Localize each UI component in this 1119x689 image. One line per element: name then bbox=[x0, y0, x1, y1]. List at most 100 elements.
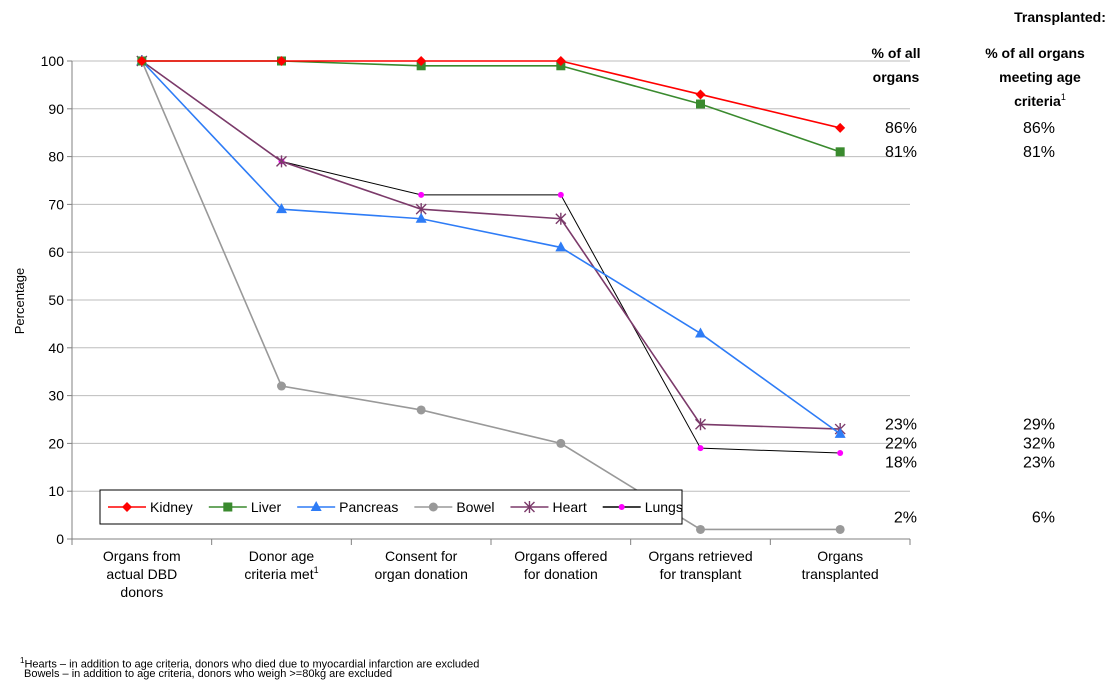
annotation-all: 18% bbox=[885, 455, 917, 472]
x-tick-label: Organs retrieved for transplant bbox=[648, 548, 752, 582]
annotation-header: Transplanted: bbox=[1014, 9, 1106, 25]
x-tick-label-line: Consent for bbox=[385, 548, 458, 564]
data-point bbox=[223, 502, 233, 512]
x-tick-label-sup: 1 bbox=[314, 565, 319, 575]
legend-label: Pancreas bbox=[339, 499, 398, 515]
series-line bbox=[141, 60, 841, 153]
y-tick-label: 70 bbox=[48, 196, 64, 212]
series-line bbox=[141, 60, 841, 129]
x-tick-label-line: Organs from bbox=[103, 548, 181, 564]
y-tick-label: 80 bbox=[48, 149, 64, 165]
annotation-col2-header-line3: criteria1 bbox=[1014, 92, 1066, 109]
legend-label: Kidney bbox=[150, 499, 193, 515]
data-point bbox=[696, 524, 705, 534]
x-tick-label-line: transplanted bbox=[802, 566, 879, 582]
annotation-criteria: 32% bbox=[1023, 435, 1055, 452]
legend-label: Liver bbox=[251, 499, 282, 515]
y-tick-label: 90 bbox=[48, 101, 64, 117]
data-point bbox=[697, 445, 704, 452]
series-line bbox=[141, 60, 841, 454]
legend-item-lungs: Lungs bbox=[602, 499, 683, 515]
data-point bbox=[556, 438, 566, 448]
y-tick-label: 100 bbox=[41, 53, 65, 69]
annotation-col2-header-sup: 1 bbox=[1061, 92, 1066, 102]
annotation-col1-header-line1: % of all bbox=[871, 45, 920, 61]
data-point bbox=[835, 524, 845, 534]
series-heart bbox=[136, 55, 846, 436]
annotation-all: 23% bbox=[885, 416, 917, 433]
series-kidney bbox=[136, 56, 846, 133]
data-point bbox=[837, 449, 844, 456]
x-tick-label: Organs from actual DBD donors bbox=[103, 548, 181, 600]
series-lungs bbox=[138, 58, 844, 456]
y-tick-label: 60 bbox=[48, 244, 64, 260]
data-point bbox=[276, 155, 287, 168]
x-tick-label-line: Donor age bbox=[249, 548, 315, 564]
x-tick-label: Donor age criteria met1 bbox=[244, 548, 318, 582]
x-tick-label: Consent for organ donation bbox=[374, 548, 467, 582]
x-tick-label-line: criteria met bbox=[244, 566, 313, 582]
y-tick-label: 0 bbox=[56, 531, 64, 547]
annotation-criteria: 29% bbox=[1023, 416, 1055, 433]
x-tick-label-line: for donation bbox=[524, 566, 598, 582]
data-point bbox=[557, 191, 564, 198]
x-tick-label-line: organ donation bbox=[374, 566, 467, 582]
series-line bbox=[141, 60, 841, 531]
legend-item-liver: Liver bbox=[208, 499, 282, 515]
footnote-2: Bowels – in addition to age criteria, do… bbox=[24, 668, 392, 681]
x-tick-labels: Organs from actual DBD donors Donor age crit… bbox=[103, 548, 879, 600]
annotation-all: 2% bbox=[894, 509, 917, 526]
data-point bbox=[696, 99, 705, 109]
data-point bbox=[695, 418, 706, 431]
data-point bbox=[695, 89, 706, 100]
series-line bbox=[141, 60, 841, 430]
series-group bbox=[136, 55, 846, 534]
x-tick-label-line: for transplant bbox=[660, 566, 742, 582]
data-point bbox=[835, 147, 845, 157]
annotation-all: 86% bbox=[885, 120, 917, 137]
legend-label: Heart bbox=[552, 499, 586, 515]
legend-box bbox=[99, 489, 683, 525]
annotation-all: 81% bbox=[885, 144, 917, 161]
annotation-all: 22% bbox=[885, 435, 917, 452]
series-pancreas bbox=[136, 55, 846, 438]
legend-item-pancreas: Pancreas bbox=[297, 499, 398, 515]
data-point bbox=[416, 56, 427, 66]
annotation-criteria: 81% bbox=[1023, 144, 1055, 161]
series-line bbox=[141, 60, 841, 435]
legend-item-bowel: Bowel bbox=[414, 499, 494, 515]
x-tick-label-line: Organs retrieved bbox=[648, 548, 752, 564]
data-point bbox=[276, 56, 287, 66]
x-tick-label-line: donors bbox=[120, 584, 163, 600]
x-tick-label-line: Organs bbox=[817, 548, 863, 564]
annotation-col2-header-line1: % of all organs bbox=[985, 45, 1085, 61]
y-tick-label: 50 bbox=[48, 292, 64, 308]
x-tick-label: Organs offered for donation bbox=[514, 548, 607, 582]
y-tick-label: 10 bbox=[48, 483, 64, 499]
data-point bbox=[276, 203, 287, 214]
legend: Kidney Liver Pancreas Bowel Heart Lungs bbox=[99, 489, 683, 525]
data-point bbox=[428, 502, 438, 512]
footnote-1: 1Hearts – in addition to age criteria, d… bbox=[20, 654, 479, 672]
y-tick-labels: 0 10 20 30 40 50 60 70 80 90 100 bbox=[41, 53, 65, 547]
data-point bbox=[310, 501, 322, 511]
data-point bbox=[277, 381, 286, 391]
footnote-bowels: Bowels – in addition to age criteria, do… bbox=[24, 668, 393, 680]
series-liver bbox=[137, 56, 845, 157]
x-tick-label-line: actual DBD bbox=[106, 566, 177, 582]
annotation-criteria: 23% bbox=[1023, 455, 1055, 472]
y-tick-label: 20 bbox=[48, 435, 64, 451]
data-point bbox=[555, 212, 567, 225]
series-bowel bbox=[137, 56, 845, 534]
footnote-hearts: Hearts – in addition to age criteria, do… bbox=[24, 658, 480, 671]
axes bbox=[67, 60, 911, 545]
data-point bbox=[555, 56, 566, 66]
data-point bbox=[834, 427, 846, 438]
x-tick-label: Organs transplanted bbox=[802, 548, 879, 582]
data-point bbox=[418, 191, 425, 198]
annotation-criteria: 86% bbox=[1023, 120, 1055, 137]
data-point bbox=[618, 504, 625, 510]
annotation-col2-header-line2: meeting age bbox=[999, 69, 1081, 85]
grid-lines bbox=[72, 60, 910, 492]
